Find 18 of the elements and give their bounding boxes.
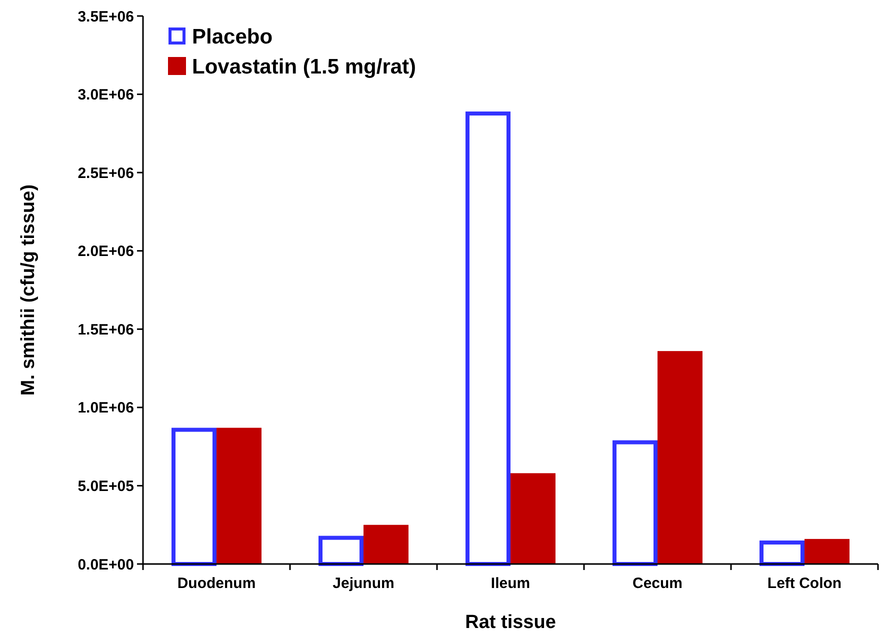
bar [510,473,556,564]
y-tick-label: 1.0E+06 [78,400,134,417]
x-tick-label: Ileum [490,575,530,592]
y-tick-label: 3.5E+06 [78,8,134,26]
y-axis-title: M. smithii (cfu/g tissue) [18,184,39,396]
y-tick-label: 5.0E+05 [78,478,134,495]
y-tick-label: 3.0E+06 [78,86,134,104]
legend-label: Lovastatin (1.5 mg/rat) [192,55,416,78]
x-tick-label: Jejunum [332,575,394,592]
legend-label: Placebo [192,25,273,48]
y-tick-label: 2.0E+06 [78,243,134,260]
x-tick-label: Left Colon [767,575,842,592]
y-tick-label: 2.5E+06 [78,164,134,182]
x-axis-title: Rat tissue [465,612,556,633]
y-tick-label: 0.0E+00 [78,556,134,574]
x-tick-label: Cecum [632,575,683,592]
y-tick-label: 1.5E+06 [78,321,134,338]
x-tick-label: Duodenum [177,575,256,592]
